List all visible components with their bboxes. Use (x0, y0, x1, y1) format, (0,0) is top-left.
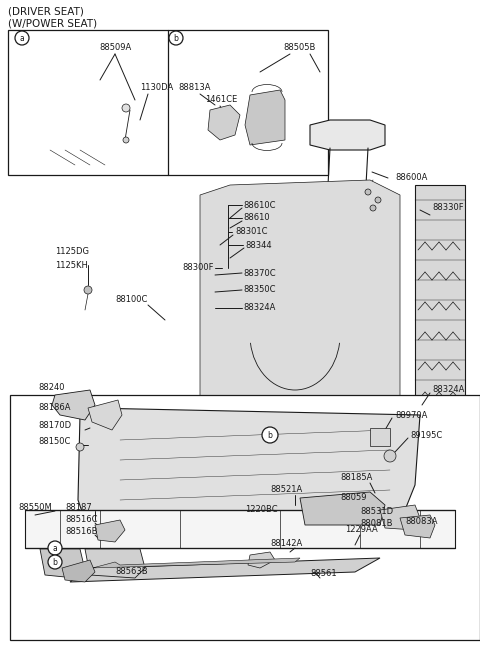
Text: 1220BC: 1220BC (245, 506, 277, 514)
Text: 88610C: 88610C (243, 200, 276, 210)
Bar (8, 30, 328, 175)
Polygon shape (78, 408, 420, 520)
Circle shape (169, 31, 183, 45)
Text: 88561: 88561 (310, 569, 336, 578)
Text: 88563B: 88563B (115, 567, 148, 576)
Bar (10, 395, 480, 640)
Polygon shape (85, 549, 145, 578)
Text: 88170D: 88170D (38, 421, 71, 430)
Text: 88516C: 88516C (65, 515, 97, 525)
Circle shape (375, 197, 381, 203)
Polygon shape (310, 120, 385, 150)
Polygon shape (248, 552, 275, 568)
Text: 88350C: 88350C (243, 286, 276, 295)
Polygon shape (70, 115, 140, 150)
Polygon shape (380, 505, 420, 530)
Text: 1461CE: 1461CE (205, 96, 237, 105)
Bar (370, 428, 390, 446)
Text: 88521A: 88521A (270, 485, 302, 495)
Text: 1125KH: 1125KH (55, 261, 88, 269)
Text: 88081B: 88081B (360, 519, 393, 529)
Text: b: b (53, 558, 58, 567)
Circle shape (48, 541, 62, 555)
Circle shape (384, 450, 396, 462)
Text: 88187: 88187 (65, 504, 92, 512)
Bar (25, 510, 455, 548)
Polygon shape (85, 558, 300, 570)
Text: 88301C: 88301C (235, 227, 267, 236)
Polygon shape (245, 90, 285, 145)
Text: 89195C: 89195C (410, 430, 442, 440)
Text: 88600A: 88600A (395, 174, 427, 183)
Text: 88531D: 88531D (360, 508, 393, 517)
Polygon shape (400, 515, 435, 538)
Text: 88610: 88610 (243, 214, 270, 223)
Text: 88344: 88344 (245, 240, 272, 250)
Polygon shape (35, 115, 160, 170)
Text: a: a (53, 544, 58, 553)
Text: 88142A: 88142A (270, 538, 302, 548)
Polygon shape (300, 492, 385, 525)
Text: 88370C: 88370C (243, 269, 276, 278)
Circle shape (76, 443, 84, 451)
Text: 88330F: 88330F (432, 204, 464, 212)
Text: 88516B: 88516B (65, 527, 97, 536)
Polygon shape (40, 549, 85, 578)
Text: 88324A: 88324A (243, 303, 276, 312)
Polygon shape (88, 400, 122, 430)
Text: 88185A: 88185A (340, 474, 372, 483)
Circle shape (122, 104, 130, 112)
Circle shape (48, 555, 62, 569)
Text: 88324A: 88324A (432, 386, 464, 394)
Polygon shape (208, 105, 240, 140)
Text: 88300F: 88300F (182, 263, 214, 272)
Circle shape (262, 427, 278, 443)
Text: 88100C: 88100C (115, 295, 147, 305)
Text: 1125DG: 1125DG (55, 248, 89, 257)
Polygon shape (95, 520, 125, 542)
Circle shape (370, 205, 376, 211)
Text: 1130DA: 1130DA (140, 83, 173, 92)
Text: b: b (174, 34, 179, 43)
Text: 1229AA: 1229AA (345, 525, 378, 534)
Circle shape (15, 31, 29, 45)
Text: 88150C: 88150C (38, 438, 71, 447)
Text: 88083A: 88083A (405, 517, 437, 527)
Polygon shape (185, 170, 420, 445)
Text: 88240: 88240 (38, 383, 64, 392)
Text: 88813A: 88813A (178, 83, 211, 92)
Text: 88550M: 88550M (18, 504, 52, 512)
Text: (DRIVER SEAT): (DRIVER SEAT) (8, 7, 84, 17)
Text: a: a (20, 34, 24, 43)
Circle shape (123, 137, 129, 143)
Polygon shape (70, 558, 380, 582)
Polygon shape (52, 390, 95, 420)
Polygon shape (200, 180, 400, 435)
Text: 88505B: 88505B (284, 43, 316, 52)
Text: b: b (267, 431, 273, 440)
Text: (W/POWER SEAT): (W/POWER SEAT) (8, 19, 97, 29)
Text: 88186A: 88186A (38, 403, 71, 413)
Circle shape (84, 286, 92, 294)
Polygon shape (62, 560, 95, 582)
Circle shape (365, 189, 371, 195)
Text: 88059: 88059 (340, 493, 367, 502)
Polygon shape (415, 185, 465, 430)
Text: 88970A: 88970A (395, 411, 427, 419)
Text: 88509A: 88509A (99, 43, 131, 52)
